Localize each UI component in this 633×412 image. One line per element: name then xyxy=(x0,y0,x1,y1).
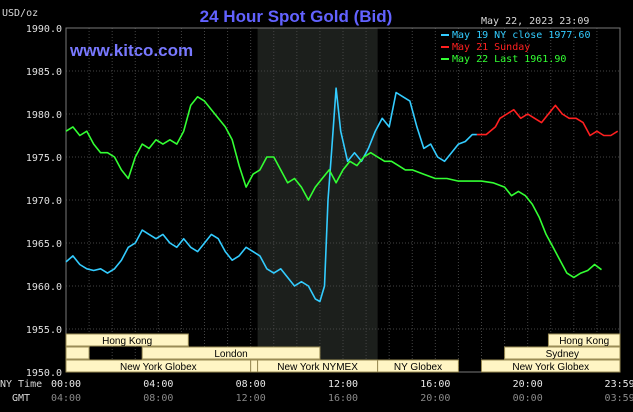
legend-label: May 21 Sunday xyxy=(452,42,530,53)
x-tick-label-gmt: 12:00 xyxy=(236,393,266,404)
session-bar xyxy=(65,346,90,360)
session-bar: NY Globex xyxy=(377,359,459,373)
session-label: London xyxy=(214,349,247,360)
session-label: Hong Kong xyxy=(102,336,152,347)
session-label: NY Globex xyxy=(394,362,442,373)
ny-time-label: NY Time xyxy=(0,379,42,390)
series-line-2 xyxy=(65,96,602,279)
session-label: Sydney xyxy=(546,349,579,360)
x-tick-label-gmt: 16:00 xyxy=(328,393,358,404)
session-bar-rect xyxy=(250,359,259,373)
x-tick-label-gmt: 20:00 xyxy=(420,393,450,404)
y-axis-label: USD/oz xyxy=(2,8,38,19)
x-tick-label-ny: 20:00 xyxy=(513,379,543,390)
nymex-shaded-region xyxy=(257,28,378,372)
session-bar: Sydney xyxy=(504,346,621,360)
x-tick-label-gmt: 08:00 xyxy=(143,393,173,404)
y-tick-label: 1965.0 xyxy=(26,239,62,250)
session-bar-rect xyxy=(504,346,621,360)
site-watermark: www.kitco.com xyxy=(69,41,193,60)
y-tick-label: 1970.0 xyxy=(26,196,62,207)
legend-entry: May 21 Sunday xyxy=(441,42,530,53)
session-bar: New York Globex xyxy=(65,359,252,373)
x-tick-label-ny: 04:00 xyxy=(143,379,173,390)
series-line-0 xyxy=(65,87,477,303)
legend-label: May 22 Last 1961.90 xyxy=(452,54,566,65)
chart-title: 24 Hour Spot Gold (Bid) xyxy=(200,7,393,26)
legend-entry: May 19 NY close 1977.60 xyxy=(441,30,590,41)
y-tick-label: 1985.0 xyxy=(26,67,62,78)
session-label: New York Globex xyxy=(512,362,589,373)
x-tick-label-ny: 12:00 xyxy=(328,379,358,390)
session-label: New York Globex xyxy=(120,362,197,373)
x-tick-label-gmt: 03:59 xyxy=(605,393,633,404)
x-tick-label-gmt: 00:00 xyxy=(513,393,543,404)
legend-entry: May 22 Last 1961.90 xyxy=(441,54,566,65)
session-bar: London xyxy=(141,346,321,360)
x-tick-label-ny: 16:00 xyxy=(420,379,450,390)
legend-label: May 19 NY close 1977.60 xyxy=(452,30,590,41)
y-tick-label: 1975.0 xyxy=(26,153,62,164)
session-bar: Hong Kong xyxy=(547,333,621,347)
session-bar-rect xyxy=(65,333,189,347)
y-tick-label: 1955.0 xyxy=(26,325,62,336)
session-label: New York NYMEX xyxy=(277,362,358,373)
session-bar xyxy=(250,359,259,373)
x-tick-label-ny: 08:00 xyxy=(236,379,266,390)
series-line-1 xyxy=(476,104,619,137)
session-bar-rect xyxy=(65,346,90,360)
x-tick-label-gmt: 04:00 xyxy=(51,393,81,404)
y-tick-label: 1990.0 xyxy=(26,24,62,35)
session-bar-rect xyxy=(377,359,459,373)
x-tick-label-ny: 23:59 xyxy=(605,379,633,390)
chart-date: May 22, 2023 23:09 xyxy=(481,16,589,27)
y-tick-label: 1950.0 xyxy=(26,368,62,379)
session-label: Hong Kong xyxy=(559,336,609,347)
session-bar-rect xyxy=(141,346,321,360)
y-tick-label: 1960.0 xyxy=(26,282,62,293)
x-tick-label-ny: 00:00 xyxy=(51,379,81,390)
session-bar: New York NYMEX xyxy=(257,359,379,373)
session-bar-rect xyxy=(481,359,621,373)
y-tick-label: 1980.0 xyxy=(26,110,62,121)
session-bar: Hong Kong xyxy=(65,333,189,347)
gmt-label: GMT xyxy=(12,393,30,404)
session-bar: New York Globex xyxy=(481,359,621,373)
session-bar-rect xyxy=(547,333,621,347)
